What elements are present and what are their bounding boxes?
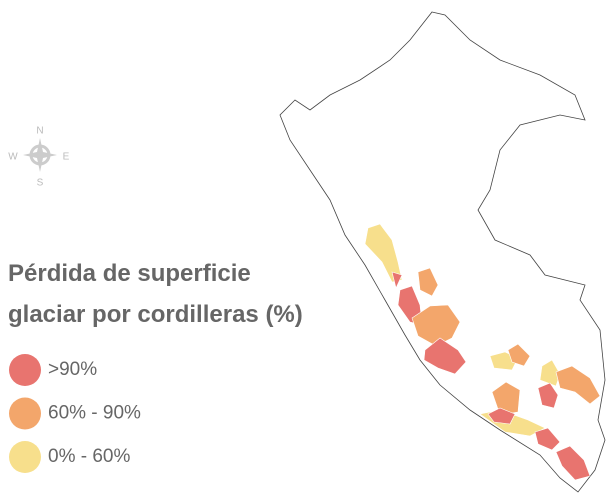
legend-label: 0% - 60% bbox=[48, 446, 130, 467]
legend-title: glaciar por cordilleras (%) bbox=[8, 301, 303, 328]
compass-letter: E bbox=[63, 152, 70, 163]
region bbox=[534, 427, 561, 451]
region bbox=[364, 223, 403, 283]
region bbox=[391, 271, 403, 289]
region bbox=[537, 382, 559, 409]
compass: N W E S bbox=[8, 126, 69, 189]
legend-swatch bbox=[9, 397, 41, 430]
region bbox=[411, 304, 461, 347]
region bbox=[417, 267, 439, 297]
legend-swatch bbox=[9, 354, 41, 386]
compass-letter: S bbox=[37, 178, 44, 189]
region bbox=[487, 407, 516, 425]
compass-letter: W bbox=[8, 152, 18, 163]
glacier-regions bbox=[364, 223, 601, 481]
legend-label: 60% - 90% bbox=[48, 403, 141, 424]
compass-letter: N bbox=[36, 126, 43, 137]
legend: >90% 60% - 90% 0% - 60% bbox=[9, 354, 141, 473]
legend-title: Pérdida de superficie bbox=[8, 260, 251, 287]
legend-label: >90% bbox=[48, 359, 97, 380]
region bbox=[423, 337, 467, 375]
region bbox=[507, 343, 531, 367]
country-outline bbox=[279, 11, 606, 493]
compass-star bbox=[23, 138, 57, 172]
legend-swatch bbox=[9, 441, 41, 473]
region bbox=[555, 365, 601, 405]
region bbox=[555, 445, 591, 481]
